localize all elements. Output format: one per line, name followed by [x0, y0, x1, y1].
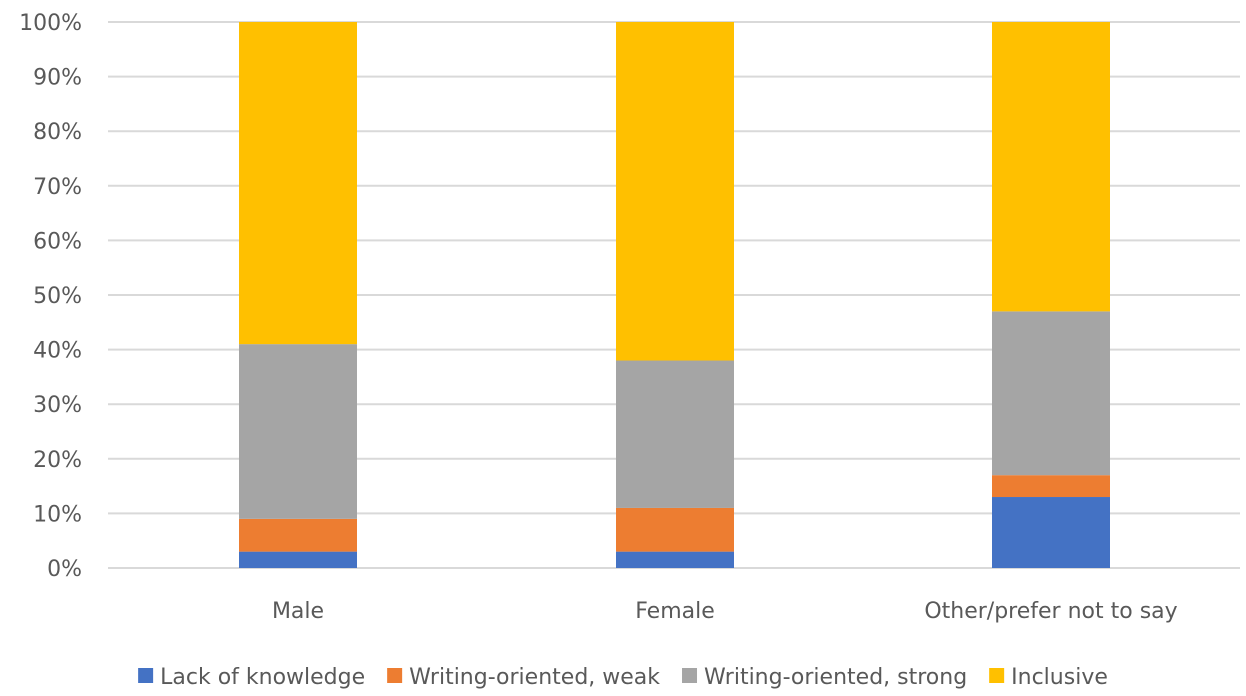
- bar-segment: [239, 344, 357, 519]
- y-tick-label: 40%: [33, 339, 82, 364]
- legend-swatch: [682, 668, 698, 683]
- y-tick-label: 60%: [33, 229, 82, 254]
- legend-item: Writing-oriented, weak: [387, 665, 660, 690]
- legend-label: Inclusive: [1011, 665, 1108, 690]
- bar-stack: [239, 22, 357, 568]
- y-tick-label: 30%: [33, 393, 82, 418]
- y-tick-label: 90%: [33, 66, 82, 91]
- y-tick-label: 0%: [47, 557, 82, 582]
- legend-label: Writing-oriented, weak: [409, 665, 660, 690]
- legend-item: Lack of knowledge: [138, 665, 365, 690]
- y-tick-label: 10%: [33, 502, 82, 527]
- bar-segment: [616, 507, 734, 552]
- y-tick-label: 70%: [33, 175, 82, 200]
- bar-segment: [992, 311, 1110, 476]
- y-tick-label: 20%: [33, 448, 82, 473]
- x-axis-category-labels: Male Female Other/prefer not to say: [272, 599, 1178, 624]
- legend-label: Lack of knowledge: [160, 665, 365, 690]
- legend-item: Writing-oriented, strong: [682, 665, 967, 690]
- bars: [239, 22, 1110, 568]
- legend-swatch: [138, 668, 154, 683]
- legend-label: Writing-oriented, strong: [704, 665, 967, 690]
- bar-stack: [992, 22, 1110, 568]
- y-tick-label: 100%: [19, 11, 82, 36]
- bar-segment: [616, 22, 734, 361]
- bar-segment: [992, 497, 1110, 568]
- x-category-label: Female: [635, 599, 715, 624]
- x-category-label: Male: [272, 599, 324, 624]
- bar-segment: [616, 551, 734, 568]
- y-tick-label: 50%: [33, 284, 82, 309]
- legend-swatch: [387, 668, 403, 683]
- legend-item: Inclusive: [989, 665, 1108, 690]
- x-category-label: Other/prefer not to say: [924, 599, 1177, 624]
- bar-stack: [616, 22, 734, 568]
- legend-swatch: [989, 668, 1005, 683]
- bar-segment: [239, 22, 357, 345]
- bar-segment: [239, 551, 357, 568]
- y-tick-label: 80%: [33, 120, 82, 145]
- legend: Lack of knowledge Writing-oriented, weak W…: [138, 665, 1108, 690]
- bar-segment: [992, 475, 1110, 498]
- y-axis-tick-labels: 0% 10% 20% 30% 40% 50% 60% 70% 80% 90% 100%: [19, 11, 82, 582]
- bar-segment: [616, 360, 734, 508]
- bar-segment: [992, 22, 1110, 312]
- bar-segment: [239, 518, 357, 552]
